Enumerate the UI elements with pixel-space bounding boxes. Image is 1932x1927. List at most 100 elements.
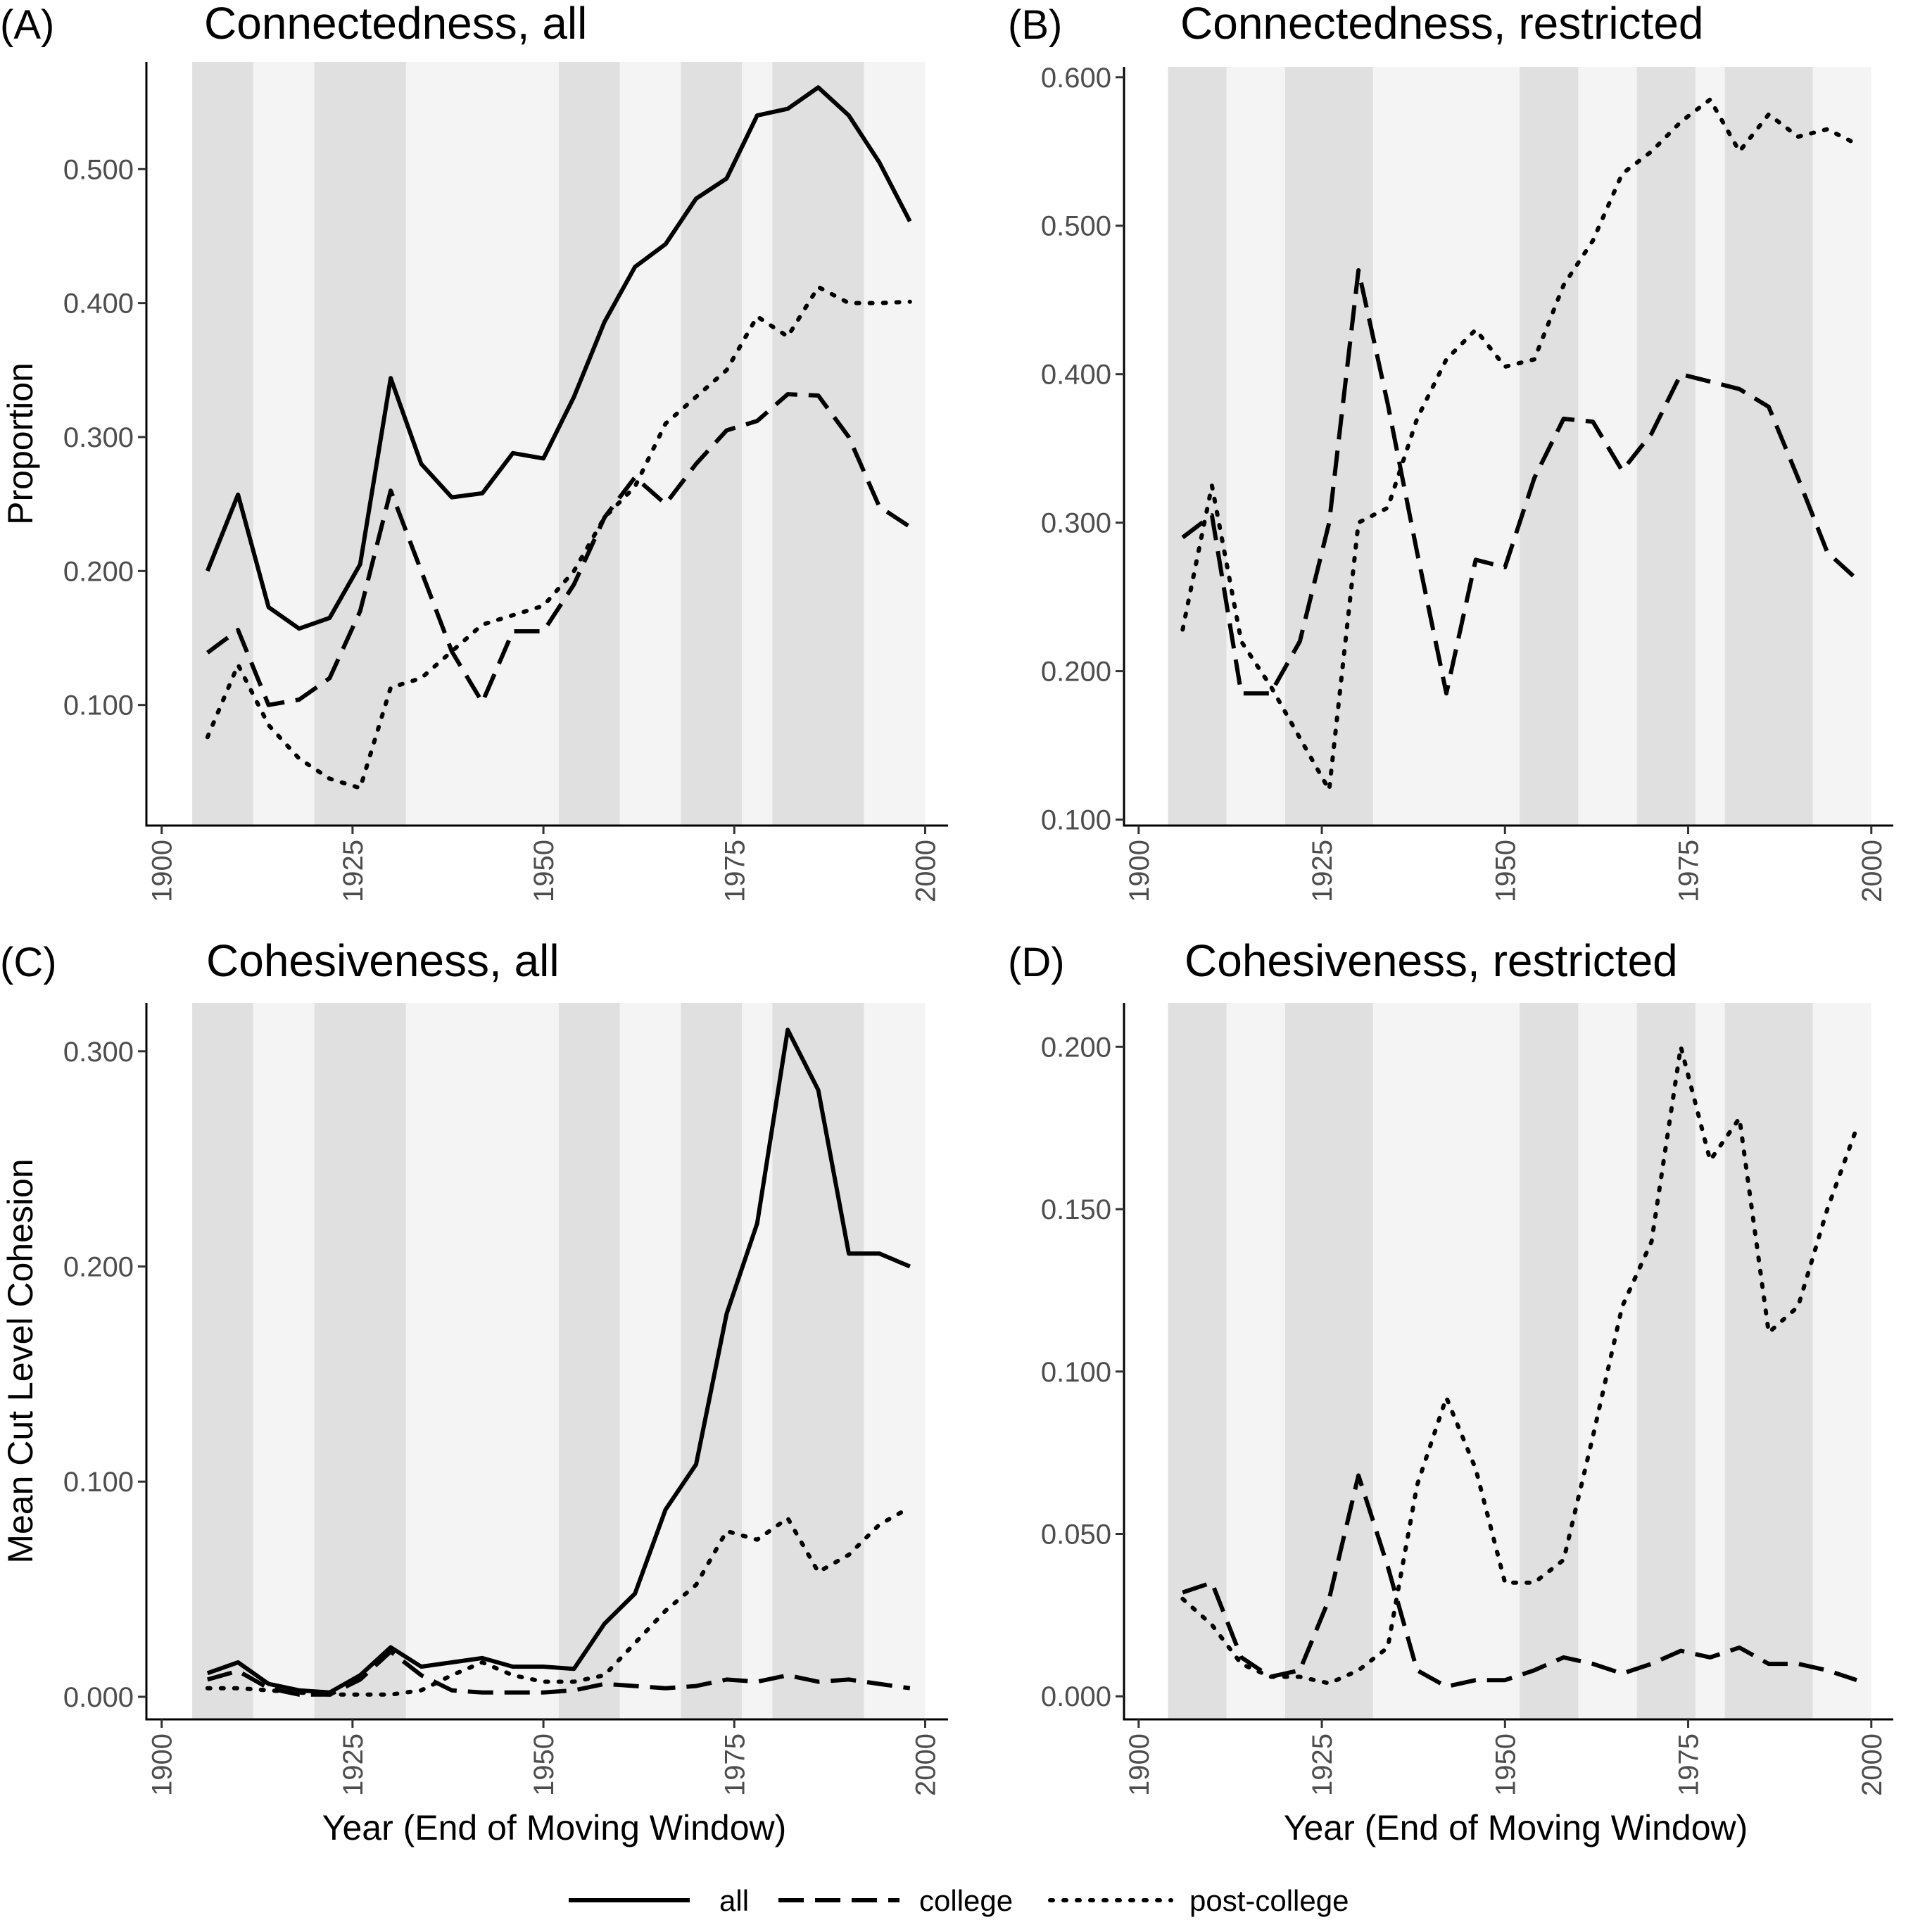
panel-c-shade-band xyxy=(864,1003,926,1719)
panel-a-title: Connectedness, all xyxy=(204,0,587,49)
panel-d-x-tick-label: 1900 xyxy=(1124,1733,1155,1796)
panel-b-x-tick-label: 1925 xyxy=(1307,840,1338,902)
panel-d-x-axis-title: Year (End of Moving Window) xyxy=(1284,1808,1748,1847)
panel-b-y-tick-label: 0.600 xyxy=(1041,63,1111,94)
panel-c-letter: (C) xyxy=(0,940,57,985)
panel-d-x-tick-label: 2000 xyxy=(1857,1733,1888,1796)
panel-a-shade-band xyxy=(192,62,253,826)
panel-a-series-college xyxy=(206,392,911,707)
panel-d-x-tick-label: 1950 xyxy=(1490,1733,1521,1796)
panel-d-y-tick-label: 0.100 xyxy=(1041,1357,1111,1388)
panel-b-x-tick-label: 1975 xyxy=(1674,840,1705,902)
legend-label-all: all xyxy=(719,1884,749,1917)
panel-c: 0.000 0.100 0.200 0.300 1900 1925 1950 1975 2000… xyxy=(0,935,948,1847)
panel-a-y-tick-label: 0.300 xyxy=(63,422,134,453)
panel-a-x-tick-label: 1950 xyxy=(529,840,560,902)
panel-a-shade-band xyxy=(405,62,559,826)
panel-d-y-tick-label: 0.000 xyxy=(1041,1681,1111,1712)
panel-c-shade-band xyxy=(253,1003,315,1719)
panel-c-x-axis-title: Year (End of Moving Window) xyxy=(322,1808,787,1847)
panel-a-series-all xyxy=(206,85,912,631)
panel-b-shade-band xyxy=(1285,67,1373,826)
panel-b: 0.100 0.200 0.300 0.400 0.500 0.600 1900 1925 19… xyxy=(1008,0,1893,902)
panel-b-shade-band xyxy=(1636,67,1696,826)
panel-d-y-tick-label: 0.200 xyxy=(1041,1032,1111,1063)
panel-a: 0.100 0.200 0.300 0.400 0.500 1900 1925 1950 197… xyxy=(0,0,948,902)
panel-c-y-tick-label: 0.000 xyxy=(63,1682,134,1713)
panel-d-shade-band xyxy=(1695,1003,1725,1719)
panel-b-shade-band xyxy=(1168,67,1227,826)
panel-d-series-post-college xyxy=(1180,1044,1859,1686)
panel-b-y-tick-label: 0.300 xyxy=(1041,508,1111,539)
panel-d-y-tick-label: 0.150 xyxy=(1041,1194,1111,1225)
panel-c-title: Cohesiveness, all xyxy=(206,935,560,986)
panel-c-x-tick-label: 1950 xyxy=(529,1733,560,1796)
panel-c-x-tick-label: 1975 xyxy=(719,1733,750,1796)
panel-d-shade-band xyxy=(1285,1003,1373,1719)
panel-b-y-tick-label: 0.200 xyxy=(1041,657,1111,688)
panel-c-series-post-college xyxy=(205,1505,912,1697)
panel-c-y-axis-title: Mean Cut Level Cohesion xyxy=(1,1158,40,1563)
panel-b-x-tick-label: 2000 xyxy=(1857,840,1888,902)
panel-c-shade-band xyxy=(558,1003,620,1719)
panel-b-series-college xyxy=(1181,268,1859,696)
panel-d-x-tick-label: 1925 xyxy=(1307,1733,1338,1796)
panel-c-y-tick-label: 0.200 xyxy=(63,1251,134,1282)
panel-d-title: Cohesiveness, restricted xyxy=(1185,935,1678,986)
panel-c-series-college xyxy=(206,1649,911,1697)
panel-a-shade-band xyxy=(864,62,926,826)
panel-a-shade-band xyxy=(253,62,315,826)
panel-c-shade-band xyxy=(192,1003,253,1719)
panel-b-y-tick-label: 0.400 xyxy=(1041,360,1111,391)
panel-a-y-axis-title: Proportion xyxy=(1,362,40,525)
panel-a-shade-band xyxy=(558,62,620,826)
panel-a-shade-band xyxy=(681,62,743,826)
panel-b-shade-band xyxy=(1578,67,1637,826)
panel-b-series-post-college xyxy=(1180,97,1859,792)
panel-c-shade-band xyxy=(742,1003,773,1719)
panel-a-x-tick-label: 2000 xyxy=(910,840,941,902)
panel-a-x-tick-label: 1925 xyxy=(338,840,369,902)
panel-c-shade-band xyxy=(619,1003,681,1719)
panel-b-letter: (B) xyxy=(1008,2,1062,48)
panel-d-y-tick-label: 0.050 xyxy=(1041,1520,1111,1550)
panel-a-letter: (A) xyxy=(0,2,54,48)
panel-c-x-tick-label: 2000 xyxy=(910,1733,941,1796)
panel-a-shade-band xyxy=(742,62,773,826)
panel-a-shade-band xyxy=(619,62,681,826)
panel-c-y-tick-label: 0.100 xyxy=(63,1467,134,1498)
panel-b-x-tick-label: 1900 xyxy=(1124,840,1155,902)
panel-c-x-tick-label: 1900 xyxy=(147,1733,178,1796)
panel-a-y-tick-label: 0.500 xyxy=(63,154,134,185)
panel-a-shade-band xyxy=(314,62,406,826)
panel-d-shade-band xyxy=(1168,1003,1227,1719)
panel-b-y-tick-label: 0.100 xyxy=(1041,805,1111,836)
panel-c-y-tick-label: 0.300 xyxy=(63,1037,134,1068)
panel-d-shade-band xyxy=(1636,1003,1696,1719)
panel-d-x-tick-label: 1975 xyxy=(1674,1733,1705,1796)
panel-c-shade-band xyxy=(772,1003,864,1719)
panel-c-shade-band xyxy=(314,1003,406,1719)
panel-b-shade-band xyxy=(1695,67,1725,826)
panel-d-shade-band xyxy=(1578,1003,1637,1719)
legend: all college post-college xyxy=(569,1884,1349,1917)
panel-b-shade-band xyxy=(1226,67,1286,826)
panel-b-title: Connectedness, restricted xyxy=(1180,0,1704,49)
panel-d-shade-band xyxy=(1520,1003,1579,1719)
panel-a-y-tick-label: 0.400 xyxy=(63,289,134,320)
legend-label-post-college: post-college xyxy=(1189,1884,1349,1917)
panel-c-shade-band xyxy=(405,1003,559,1719)
panel-d-shade-band xyxy=(1226,1003,1286,1719)
legend-label-college: college xyxy=(919,1884,1013,1917)
panel-d-shade-band xyxy=(1812,1003,1871,1719)
panel-a-x-tick-label: 1975 xyxy=(719,840,750,902)
panel-d-shade-band xyxy=(1724,1003,1813,1719)
panel-a-series-post-college xyxy=(205,284,912,790)
panel-b-y-tick-label: 0.500 xyxy=(1041,211,1111,242)
panel-d-series-college xyxy=(1182,1473,1857,1689)
panel-c-x-tick-label: 1925 xyxy=(338,1733,369,1796)
panel-a-shade-band xyxy=(772,62,864,826)
panel-d: 0.000 0.050 0.100 0.150 0.200 1900 1925 1950 197… xyxy=(1008,935,1893,1847)
panel-b-shade-band xyxy=(1812,67,1871,826)
